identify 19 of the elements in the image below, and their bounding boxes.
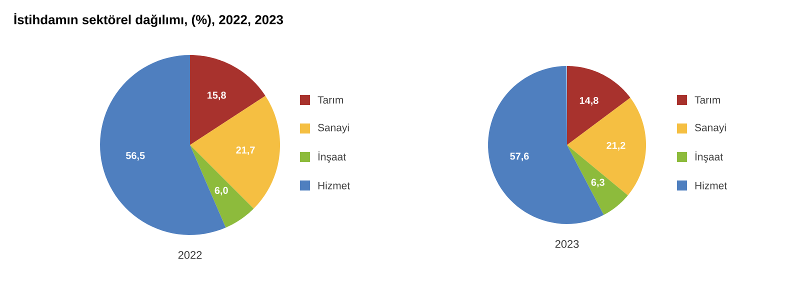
data-label: 21,7 — [236, 146, 255, 156]
text: İstihdamın sektörel dağılımı, (%), 2022, 2023 — [14, 13, 283, 27]
data-label: 15,8 — [208, 92, 226, 100]
data-label: 6,3 — [591, 178, 604, 188]
data-label: 56,5 — [126, 152, 145, 161]
legend-label: İnşaat — [696, 151, 723, 163]
data-label: 57,6 — [510, 152, 529, 162]
data-label: 14,8 — [580, 96, 598, 106]
legend-label: Hizmet — [695, 182, 727, 190]
legend-label: Sanayi — [695, 124, 726, 134]
data-label: 6,0 — [214, 186, 228, 196]
legend-label: Hizmet — [318, 182, 350, 190]
legend-label: Tarım — [318, 96, 343, 104]
text: 2022 — [178, 251, 202, 259]
legend-label: Sanayi — [318, 124, 349, 134]
data-label: 21,2 — [606, 142, 626, 150]
text: 2023 — [555, 240, 579, 248]
legend-label: İnşaat — [318, 151, 346, 163]
legend-label: Tarım — [694, 96, 720, 104]
